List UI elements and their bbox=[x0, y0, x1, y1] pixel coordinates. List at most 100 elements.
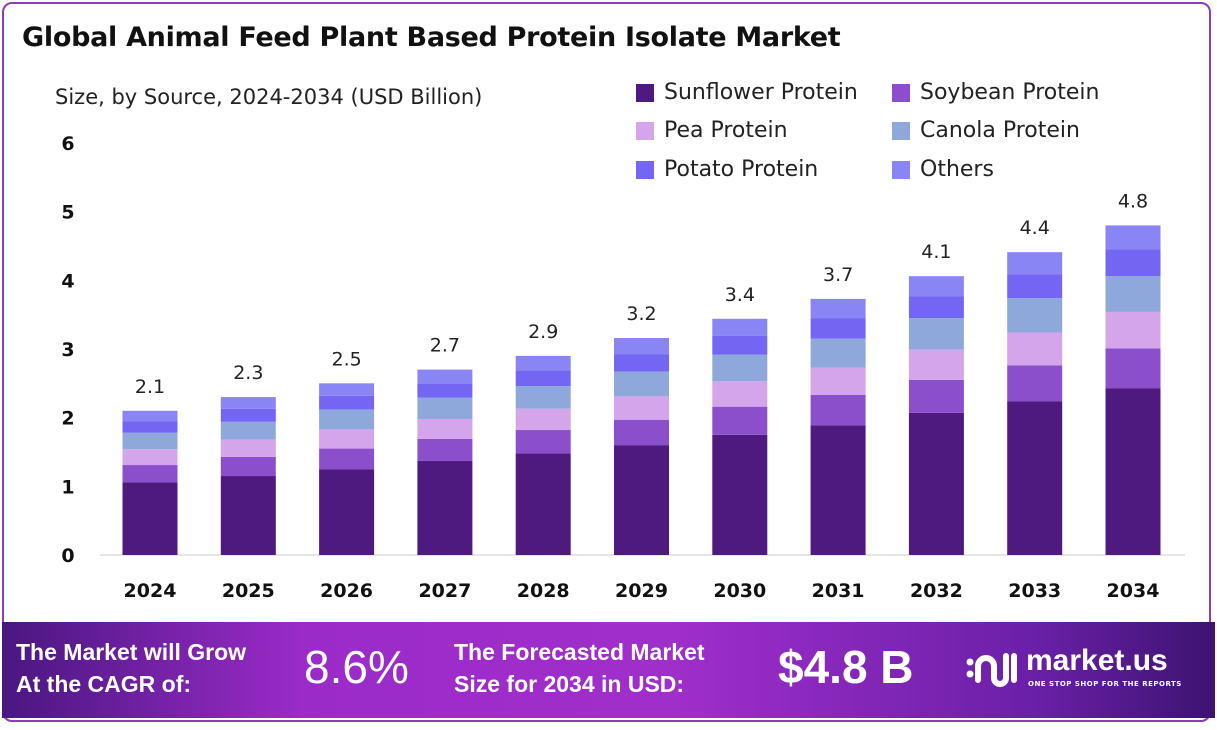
bar-segment-canola-protein bbox=[220, 421, 276, 440]
bar-segment-soybean-protein bbox=[810, 395, 866, 426]
bar-segment-pea-protein bbox=[1007, 332, 1063, 366]
market-us-logo-icon bbox=[966, 653, 1017, 687]
legend-item: Canola Protein bbox=[892, 118, 1080, 143]
legend-swatch bbox=[892, 83, 910, 102]
bar-segment-others bbox=[220, 397, 276, 409]
x-tick-label: 2031 bbox=[812, 580, 865, 602]
total-data-label: 2.1 bbox=[135, 376, 165, 398]
x-tick-label: 2033 bbox=[1008, 580, 1061, 602]
bar-segment-canola-protein bbox=[417, 397, 473, 420]
bar-segment-pea-protein bbox=[417, 419, 473, 439]
bar-chart: 0 1 2 3 4 5 6 2.1 2024 2.3 2025 2.5 2026 2.7 2027 2.9 20… bbox=[61, 133, 1185, 602]
bar-segment-sunflower-protein bbox=[1105, 388, 1161, 555]
bar-segment-sunflower-protein bbox=[515, 453, 571, 555]
bar-segment-others bbox=[1007, 252, 1063, 275]
bar-segment-soybean-protein bbox=[712, 406, 768, 435]
forecast-label-line2: Size for 2034 in USD: bbox=[454, 671, 685, 697]
y-tick-label: 2 bbox=[61, 408, 74, 430]
legend-label: Others bbox=[920, 157, 994, 182]
bar-segment-canola-protein bbox=[515, 386, 571, 409]
brand-name: market.us bbox=[1026, 644, 1168, 677]
bar-segment-pea-protein bbox=[1105, 311, 1161, 349]
bar-segment-potato-protein bbox=[614, 354, 669, 372]
bar-segment-potato-protein bbox=[319, 395, 375, 410]
bar-segment-others bbox=[122, 410, 178, 422]
bar-segment-potato-protein bbox=[908, 296, 964, 319]
bar-segment-sunflower-protein bbox=[614, 445, 669, 555]
bar-segment-canola-protein bbox=[319, 409, 375, 430]
bar-segment-others bbox=[614, 338, 669, 355]
bar-segment-pea-protein bbox=[908, 349, 964, 380]
bar-segment-pea-protein bbox=[515, 408, 571, 431]
bar-segment-others bbox=[712, 318, 768, 336]
y-tick-label: 0 bbox=[61, 545, 74, 567]
bar-segment-soybean-protein bbox=[1007, 365, 1063, 402]
x-tick-label: 2025 bbox=[222, 580, 275, 602]
bar-segment-potato-protein bbox=[1007, 274, 1063, 299]
total-data-label: 3.7 bbox=[823, 264, 853, 286]
total-data-label: 4.1 bbox=[921, 241, 951, 263]
bar-segment-potato-protein bbox=[1105, 249, 1161, 277]
bar-segment-pea-protein bbox=[122, 449, 178, 466]
bar-segment-canola-protein bbox=[810, 338, 866, 368]
legend-label: Sunflower Protein bbox=[664, 80, 858, 105]
total-data-label: 4.8 bbox=[1118, 190, 1148, 212]
total-data-label: 2.9 bbox=[528, 321, 558, 343]
bar-segment-potato-protein bbox=[122, 421, 178, 433]
x-tick-label: 2034 bbox=[1107, 580, 1160, 602]
bar-segment-sunflower-protein bbox=[810, 425, 866, 555]
bar-segment-pea-protein bbox=[319, 429, 375, 449]
x-tick-label: 2028 bbox=[517, 580, 570, 602]
legend-label: Canola Protein bbox=[920, 118, 1080, 143]
bar-segment-canola-protein bbox=[908, 318, 964, 350]
total-data-label: 2.3 bbox=[233, 362, 263, 384]
bar-segment-soybean-protein bbox=[417, 438, 473, 461]
x-tick-label: 2027 bbox=[418, 580, 471, 602]
y-tick-label: 3 bbox=[61, 339, 74, 361]
bar-segment-potato-protein bbox=[810, 318, 866, 339]
bar-segment-potato-protein bbox=[417, 383, 473, 398]
legend-item: Potato Protein bbox=[636, 157, 818, 182]
legend-label: Potato Protein bbox=[664, 157, 819, 182]
bar-segment-others bbox=[810, 298, 866, 319]
x-tick-label: 2030 bbox=[713, 580, 766, 602]
x-tick-label: 2029 bbox=[615, 580, 668, 602]
x-tick-label: 2024 bbox=[124, 580, 177, 602]
card-border bbox=[2, 2, 1211, 722]
total-data-label: 3.2 bbox=[626, 303, 656, 325]
bar-segment-soybean-protein bbox=[319, 448, 375, 470]
legend-label: Pea Protein bbox=[664, 118, 788, 143]
bar-segment-canola-protein bbox=[1007, 298, 1063, 333]
legend-swatch bbox=[892, 121, 910, 140]
bar-segment-sunflower-protein bbox=[908, 412, 964, 555]
legend-label: Soybean Protein bbox=[920, 80, 1100, 105]
total-data-label: 2.5 bbox=[331, 348, 361, 370]
bar-segment-potato-protein bbox=[712, 335, 768, 355]
bar-segment-others bbox=[515, 355, 571, 371]
legend-swatch bbox=[636, 160, 654, 179]
bar-segment-canola-protein bbox=[1105, 276, 1161, 312]
y-tick-label: 4 bbox=[61, 270, 74, 292]
bar-segment-soybean-protein bbox=[122, 465, 178, 483]
bar-segment-soybean-protein bbox=[515, 430, 571, 454]
bar-segment-pea-protein bbox=[810, 367, 866, 396]
bar-segment-soybean-protein bbox=[908, 379, 964, 413]
bar-segment-sunflower-protein bbox=[417, 460, 473, 555]
total-data-label: 4.4 bbox=[1020, 217, 1050, 239]
bar-segment-sunflower-protein bbox=[1007, 401, 1063, 555]
bar-segment-soybean-protein bbox=[220, 456, 276, 477]
cagr-label-line1: The Market will Grow bbox=[16, 639, 247, 665]
bar-segment-sunflower-protein bbox=[712, 434, 768, 555]
legend-swatch bbox=[636, 121, 654, 140]
bar-segment-soybean-protein bbox=[614, 419, 669, 446]
legend-item: Pea Protein bbox=[636, 118, 788, 143]
bar-segment-others bbox=[1105, 225, 1161, 250]
forecast-value: $4.8 B bbox=[778, 641, 914, 693]
legend-item: Sunflower Protein bbox=[636, 80, 858, 105]
y-tick-label: 1 bbox=[61, 476, 74, 498]
bar-segment-canola-protein bbox=[614, 371, 669, 397]
bar-segment-others bbox=[417, 369, 473, 384]
legend-item: Others bbox=[892, 157, 994, 182]
cagr-label: The Market will Grow At the CAGR of: bbox=[16, 636, 246, 700]
